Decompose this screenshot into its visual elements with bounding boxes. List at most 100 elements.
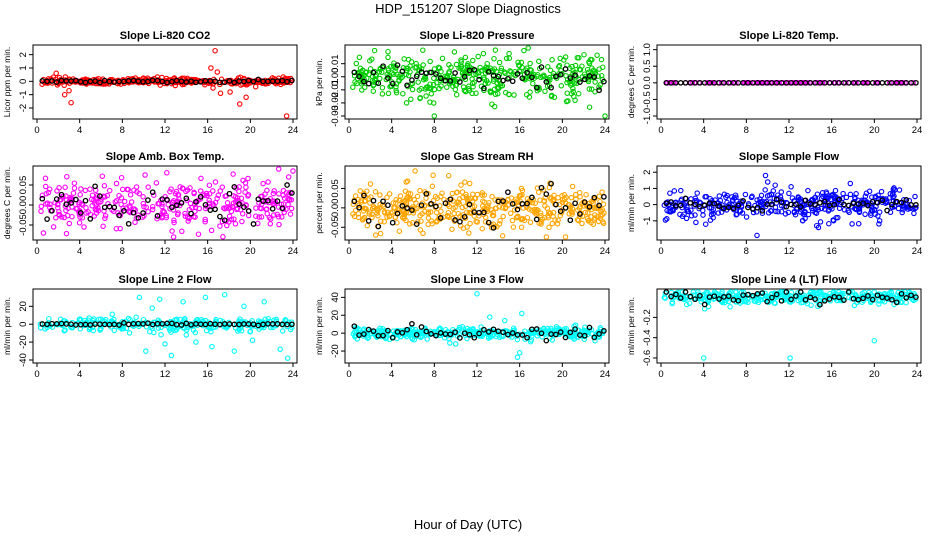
data-point [230, 204, 236, 210]
data-point [384, 194, 390, 201]
y-tick-label: 20 [18, 301, 29, 312]
data-point [781, 204, 787, 210]
data-point [569, 211, 575, 217]
data-point [367, 181, 374, 187]
outlier-point [252, 83, 259, 90]
mean-point [409, 207, 415, 213]
data-point [271, 198, 277, 204]
mean-point [773, 196, 780, 203]
y-axis-label: Licor ppm per min. [2, 47, 12, 117]
mean-point [370, 197, 377, 204]
mean-point [749, 206, 756, 212]
data-point [481, 192, 488, 198]
data-point [423, 93, 429, 99]
mean-point [519, 75, 526, 82]
mean-point [524, 69, 530, 76]
data-point [444, 84, 450, 90]
outlier-point [68, 99, 74, 106]
mean-point [452, 329, 458, 336]
data-point [562, 54, 569, 60]
y-axis-label: degrees C per min. [2, 167, 12, 239]
x-tick-label: 16 [202, 125, 213, 136]
y-axis-label: ml/min per min. [2, 297, 12, 355]
outlier-point [431, 113, 438, 119]
x-tick-label: 24 [288, 125, 299, 136]
mean-point [778, 199, 785, 206]
mean-point [740, 198, 746, 204]
data-point [541, 73, 547, 80]
data-point [401, 56, 407, 62]
mean-point [553, 73, 559, 80]
x-tick-label: 24 [600, 246, 611, 257]
data-point [486, 199, 492, 206]
data-point [568, 194, 575, 201]
mean-point [169, 204, 175, 211]
mean-point [447, 331, 454, 338]
data-point [458, 57, 464, 63]
mean-point [591, 194, 598, 201]
data-point [742, 298, 749, 305]
mean-point [241, 204, 247, 210]
data-point [473, 329, 480, 336]
data-point [116, 192, 122, 199]
data-point [145, 184, 151, 190]
data-point [795, 80, 801, 86]
mean-point [889, 201, 895, 208]
mean-point [711, 200, 718, 207]
mean-point [418, 324, 425, 330]
mean-point [759, 290, 766, 296]
mean-point [821, 198, 828, 205]
data-point [545, 64, 551, 70]
data-point [400, 90, 406, 97]
data-point [118, 174, 125, 181]
data-point [847, 191, 854, 198]
data-point [174, 211, 181, 218]
data-point [431, 66, 438, 72]
mean-point [553, 331, 559, 338]
data-point [887, 80, 893, 86]
y-tick-label: -2 [18, 104, 29, 112]
data-point [818, 205, 825, 212]
data-point [77, 191, 83, 198]
mean-point [221, 79, 228, 86]
data-point [542, 88, 548, 95]
data-point [247, 329, 253, 335]
x-tick-label: 0 [346, 246, 351, 257]
data-point [392, 68, 398, 74]
data-point [370, 203, 377, 210]
x-tick-label: 0 [346, 125, 351, 136]
mean-point [581, 199, 588, 205]
data-point [212, 179, 219, 185]
mean-point [44, 216, 50, 222]
data-point [686, 300, 693, 306]
outlier-point [227, 89, 233, 95]
data-point [420, 230, 426, 237]
x-tick-label: 0 [34, 246, 39, 257]
y-tick-label: -1 [642, 217, 653, 225]
data-point [111, 327, 118, 334]
data-point [404, 194, 411, 200]
data-point [459, 204, 466, 211]
data-point [239, 218, 245, 225]
mean-point [557, 329, 564, 335]
mean-point [231, 79, 238, 86]
mean-point [725, 293, 732, 300]
outlier-point [243, 94, 249, 101]
data-point [585, 210, 591, 216]
data-point [702, 221, 709, 227]
outlier-point [787, 355, 793, 361]
x-tick-label: 8 [744, 369, 749, 380]
mean-point [538, 330, 545, 337]
data-point [700, 212, 706, 218]
data-point [899, 209, 905, 216]
data-point [847, 180, 854, 187]
data-point [127, 192, 134, 198]
x-tick-label: 4 [701, 125, 706, 136]
mean-point [687, 293, 694, 300]
data-point [91, 316, 97, 322]
mean-point [581, 76, 588, 83]
data-point [420, 47, 426, 53]
mean-point [250, 221, 257, 227]
data-point [805, 211, 812, 218]
x-tick-label: 0 [34, 369, 39, 380]
